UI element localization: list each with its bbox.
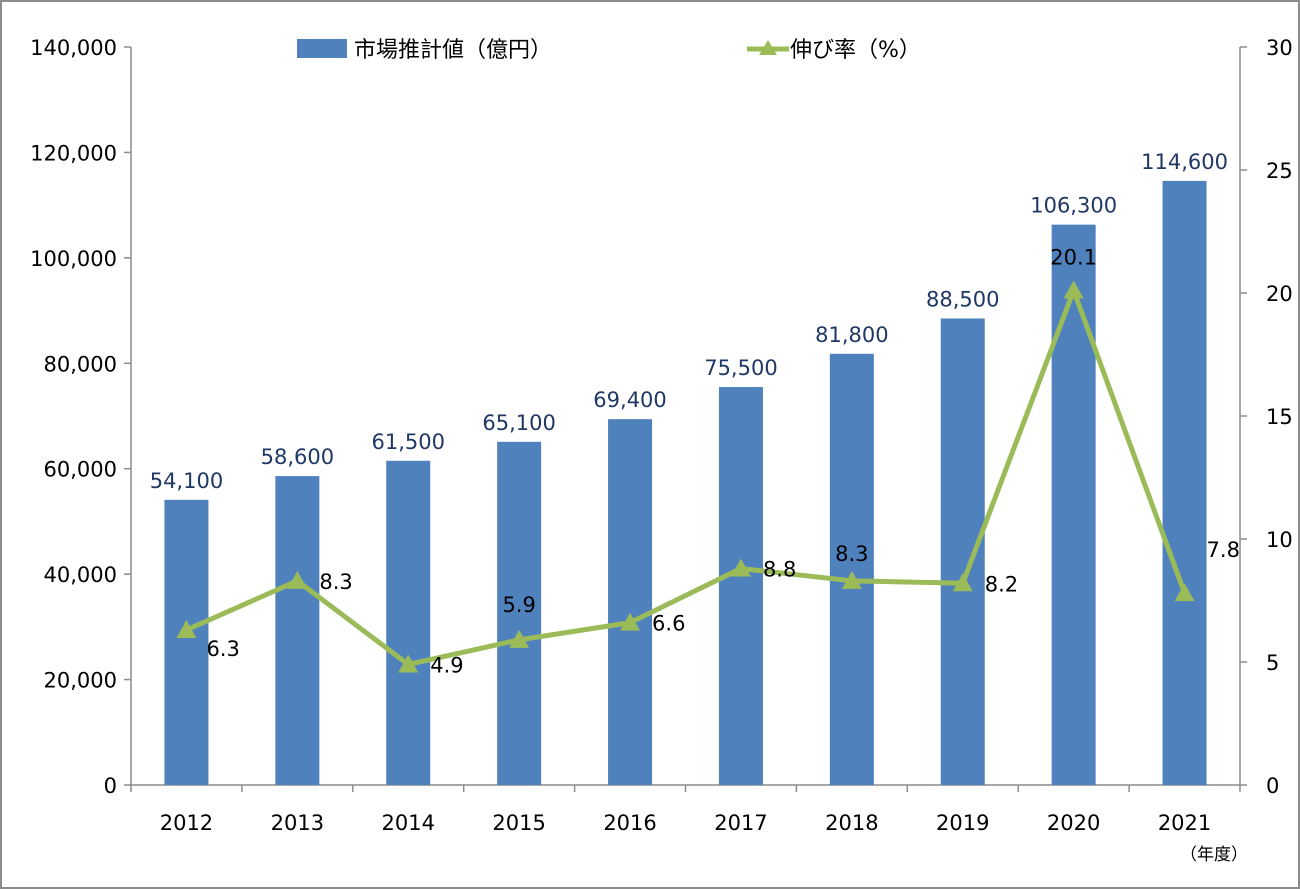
legend-bar-label: 市場推計値（億円） xyxy=(354,38,552,63)
growth-value-label: 8.2 xyxy=(985,572,1018,596)
growth-value-label: 20.1 xyxy=(1050,246,1097,270)
growth-marker-triangle xyxy=(176,620,197,639)
right-tick-label: 25 xyxy=(1266,159,1293,183)
growth-marker-triangle xyxy=(287,570,308,589)
growth-value-label: 8.3 xyxy=(835,542,868,566)
x-tick-label: 2018 xyxy=(825,811,878,835)
x-tick-label: 2013 xyxy=(271,811,324,835)
x-tick-label: 2017 xyxy=(714,811,767,835)
growth-marker-triangle xyxy=(509,629,530,648)
growth-marker-triangle xyxy=(398,654,419,673)
growth-line xyxy=(185,288,1187,667)
right-tick-label: 0 xyxy=(1266,774,1279,798)
bar-value-label: 106,300 xyxy=(1030,194,1117,218)
bar xyxy=(1051,224,1096,785)
bar-value-label: 54,100 xyxy=(150,469,223,493)
growth-value-label: 4.9 xyxy=(430,653,463,677)
bar-value-label: 58,600 xyxy=(261,445,334,469)
right-tick-label: 15 xyxy=(1266,405,1293,429)
legend-triangle-icon xyxy=(759,40,777,55)
bar xyxy=(940,318,985,785)
right-tick-label: 30 xyxy=(1266,36,1293,60)
bar xyxy=(718,387,763,785)
bar-value-label: 81,800 xyxy=(815,323,888,347)
legend: 市場推計値（億円） 伸び率（%） xyxy=(297,38,921,63)
x-tick-label: 2014 xyxy=(382,811,435,835)
bar-value-label: 75,500 xyxy=(704,356,777,380)
growth-value-label: 8.8 xyxy=(763,558,796,582)
x-tick-label: 2012 xyxy=(160,811,213,835)
growth-marker-triangle xyxy=(620,612,641,631)
x-tick-label: 2021 xyxy=(1158,811,1211,835)
left-tick-label: 100,000 xyxy=(30,247,117,271)
bar-value-label: 65,100 xyxy=(482,411,555,435)
left-tick-label: 40,000 xyxy=(44,563,117,587)
bar xyxy=(386,460,431,785)
x-axis-unit-label: （年度） xyxy=(1180,845,1248,865)
x-tick-label: 2020 xyxy=(1047,811,1100,835)
right-tick-label: 5 xyxy=(1266,651,1279,675)
left-tick-label: 80,000 xyxy=(44,352,117,376)
growth-marker-triangle xyxy=(730,558,751,577)
growth-marker-triangle xyxy=(841,570,862,589)
growth-marker-triangle xyxy=(1174,583,1195,602)
bar-value-label: 88,500 xyxy=(926,287,999,311)
legend-bar-swatch xyxy=(297,39,347,58)
bar xyxy=(608,419,653,785)
growth-value-label: 7.8 xyxy=(1207,538,1240,562)
bar xyxy=(497,441,542,785)
x-tick-label: 2015 xyxy=(492,811,545,835)
right-tick-label: 20 xyxy=(1266,282,1293,306)
growth-value-label: 5.9 xyxy=(502,593,535,617)
x-tick-label: 2016 xyxy=(603,811,656,835)
bar xyxy=(829,353,874,785)
growth-value-label: 8.3 xyxy=(319,570,352,594)
left-tick-label: 20,000 xyxy=(44,669,117,693)
bar xyxy=(1162,180,1207,785)
legend-line-label: 伸び率（%） xyxy=(790,38,921,63)
bar-value-label: 69,400 xyxy=(593,388,666,412)
left-tick-label: 60,000 xyxy=(44,458,117,482)
right-tick-label: 10 xyxy=(1266,528,1293,552)
bar-value-label: 114,600 xyxy=(1141,150,1228,174)
left-tick-label: 140,000 xyxy=(30,36,117,60)
growth-marker-triangle xyxy=(1063,280,1084,299)
left-tick-label: 0 xyxy=(104,774,117,798)
x-tick-label: 2019 xyxy=(936,811,989,835)
growth-value-label: 6.3 xyxy=(206,637,239,661)
left-tick-label: 120,000 xyxy=(30,141,117,165)
bar xyxy=(275,476,320,785)
growth-marker-triangle xyxy=(952,573,973,592)
bar xyxy=(164,499,209,785)
growth-value-label: 6.6 xyxy=(652,612,685,636)
bar-value-label: 61,500 xyxy=(372,430,445,454)
